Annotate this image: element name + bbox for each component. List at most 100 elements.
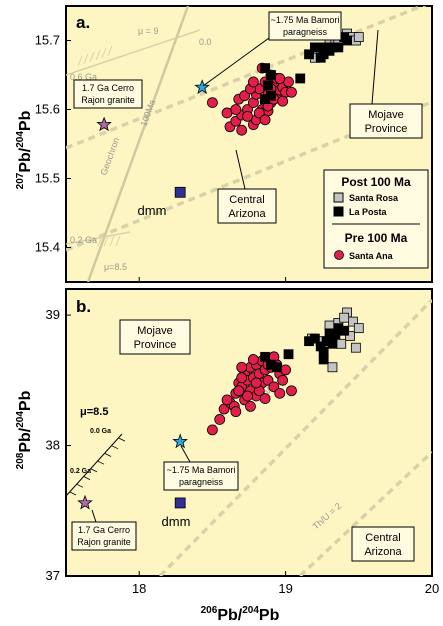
panel-a-mojave-line1: Mojave (368, 109, 403, 121)
panel-b-la-posta-point (283, 349, 294, 360)
panel-a-label: a. (76, 13, 90, 32)
panel-b-bamori-box (163, 461, 239, 491)
panel-a-santa-ana-point (242, 111, 253, 122)
panel-b-data-marks (77, 307, 364, 510)
panel-b-y-den-sup: 204 (15, 411, 26, 428)
mu9-hash (107, 45, 113, 57)
legend-pre-title: Pre 100 Ma (345, 231, 408, 245)
panel-b: Th/U = 4Th/U = 2μ=8.50.0 Ga0.2 Ga b. 373… (15, 288, 433, 583)
panel-b-central-line1: Central (365, 532, 400, 544)
panel-a-bamori-star (194, 79, 210, 95)
mu85-label-b: μ=8.5 (80, 406, 108, 418)
panel-b-santa-ana-point (230, 406, 242, 418)
thu2-line (298, 450, 432, 576)
panel-a-mojave-box (349, 103, 423, 139)
panel-b-cerro-star (77, 494, 93, 510)
mu85-growth-curve-b (66, 433, 123, 497)
panel-a-y-num-sup: 207 (15, 172, 26, 189)
panel-b-mojave-box (119, 319, 191, 355)
panel-a-santa-ana-point (236, 124, 248, 136)
thu4-line (158, 298, 432, 576)
mu85-hash-b (111, 445, 119, 450)
panel-a-cerro-box (73, 79, 143, 109)
panel-b-santa-ana-point (274, 387, 286, 399)
panel-b-la-posta-point (271, 362, 282, 373)
panel-b-y-tick-label: 37 (46, 568, 60, 583)
mu9-hash (89, 51, 95, 63)
panel-a-cerro-line1: 1.7 Ga Cerro (82, 83, 134, 93)
panel-b-la-posta-point (339, 325, 350, 336)
panel-b-y-ticks: 37 38 39 (46, 307, 71, 583)
panel-a-mojave-leader (371, 29, 379, 105)
panel-b-la-posta-point (309, 333, 320, 344)
panel-a-dmm-label: dmm (138, 203, 167, 218)
panel-a-la-posta-point (260, 63, 271, 73)
panel-a-la-posta-point (266, 70, 276, 80)
panel-b-santa-ana-point (221, 394, 233, 406)
panel-a-bamori-line1: ~1.75 Ma Bamori (271, 15, 340, 25)
panel-a-santa-ana-point (286, 86, 297, 98)
panel-b-santa-ana-point (245, 401, 256, 412)
panel-b-santa-rosa-point (353, 323, 364, 334)
panel-a-y-den-sup: 204 (15, 131, 26, 148)
panel-b-cerro-leader (91, 509, 97, 523)
x-tick-label: 20 (425, 581, 439, 596)
panel-b-santa-ana-point (247, 354, 259, 365)
x-tick-label: 19 (278, 581, 292, 596)
panel-b-santa-rosa-point (345, 331, 355, 341)
panel-a-y-den-base: Pb (17, 110, 34, 131)
panel-b-santa-rosa-point (350, 342, 361, 353)
panel-b-bamori-line2: paragneiss (179, 477, 224, 487)
panel-a-central-leader (235, 149, 246, 190)
mu85-hash-b (83, 476, 91, 480)
panel-b-label: b. (76, 297, 91, 316)
panel-b-bamori-star (172, 433, 188, 449)
panel-a-santa-ana-point (206, 97, 218, 108)
panel-b-santa-rosa-point (327, 362, 338, 373)
mu9-hash (101, 47, 107, 59)
legend-santa-ana: Santa Ana (349, 251, 394, 261)
panel-b-y-num-sup: 208 (15, 452, 26, 469)
panel-b-mojave-line2: Province (134, 339, 177, 351)
ga02-label-b: 0.2 Ga (70, 468, 91, 475)
panel-b-y-num-base: Pb (17, 432, 34, 453)
mu85-growth-curve (66, 231, 131, 245)
panel-a-santa-ana-point (247, 76, 259, 88)
panel-b-cerro-line1: 1.7 Ga Cerro (78, 525, 130, 535)
panel-a-la-posta-point (304, 49, 314, 60)
panel-a-santa-ana-point (230, 104, 242, 115)
mu85-hash-b (69, 491, 77, 496)
panel-b-la-posta-point (260, 351, 271, 362)
panel-b-santa-ana-point (286, 385, 297, 397)
panel-b-mojave-line1: Mojave (137, 325, 172, 337)
panel-a-central-line2: Arizona (228, 208, 266, 220)
panel-a-y-tick-label: 15.6 (35, 102, 60, 117)
legend-la-posta: La Posta (349, 207, 388, 217)
mu9-hash (77, 55, 83, 67)
mu85-label: μ=8.5 (104, 262, 127, 272)
panel-a-bamori-box (268, 11, 342, 41)
mu85-hash-b (76, 483, 84, 488)
legend-santa-rosa-swatch (333, 192, 344, 203)
panel-b-dmm-point (174, 497, 186, 509)
panel-a-la-posta-point (266, 90, 276, 101)
panel-b-dmm-label: dmm (162, 514, 191, 529)
mu9-label: μ = 9 (138, 26, 158, 36)
panel-b-santa-ana-point (206, 424, 218, 436)
panel-a-santa-rosa-point (353, 32, 364, 42)
panel-b-cerro-line2: Rajon granite (77, 537, 131, 547)
x-num-base: Pb (217, 607, 238, 624)
panel-a-la-posta-point (295, 73, 306, 84)
panel-a-la-posta-point (327, 42, 338, 53)
panel-b-y-den-base: Pb (17, 390, 34, 411)
panel-a-central-line1: Central (229, 194, 264, 206)
x-axis-label: 206Pb/204Pb (201, 605, 280, 624)
panel-a-la-posta-point (263, 80, 273, 91)
panel-b-santa-ana-point (280, 364, 292, 376)
panel-b-santa-rosa-point (339, 312, 350, 323)
legend-la-posta-swatch (333, 206, 344, 217)
panel-b-y-slash: / (17, 427, 34, 432)
x-axis-ticks: 18 19 20 (132, 277, 439, 596)
